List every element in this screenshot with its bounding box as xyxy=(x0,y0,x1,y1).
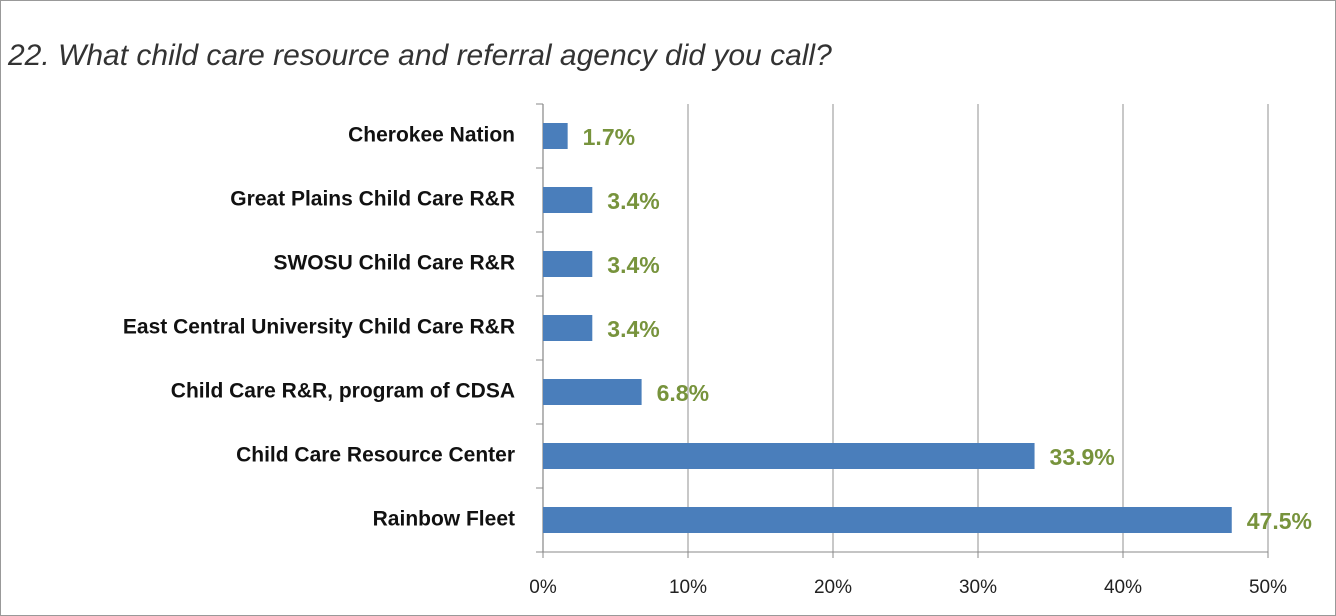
y-tick-label: Child Care Resource Center xyxy=(236,444,515,467)
bar xyxy=(543,379,642,405)
y-tick-label: SWOSU Child Care R&R xyxy=(273,252,515,275)
value-label: 47.5% xyxy=(1247,508,1312,534)
bar xyxy=(543,187,593,213)
bar xyxy=(543,315,593,341)
bar xyxy=(543,251,593,277)
bar xyxy=(543,123,568,149)
value-label: 3.4% xyxy=(607,252,659,278)
x-tick-label: 10% xyxy=(669,577,707,598)
value-label: 6.8% xyxy=(657,380,709,406)
y-tick-label: Child Care R&R, program of CDSA xyxy=(171,380,515,403)
chart-title: 22. What child care resource and referra… xyxy=(7,39,832,72)
x-tick-label: 30% xyxy=(959,577,997,598)
value-label: 1.7% xyxy=(583,124,635,150)
bar xyxy=(543,443,1035,469)
bar xyxy=(543,507,1232,533)
value-label: 33.9% xyxy=(1050,444,1115,470)
y-tick-label: East Central University Child Care R&R xyxy=(123,316,515,339)
x-tick-label: 50% xyxy=(1249,577,1287,598)
y-tick-label: Cherokee Nation xyxy=(348,124,515,147)
y-tick-label: Rainbow Fleet xyxy=(373,508,515,531)
x-tick-label: 20% xyxy=(814,577,852,598)
value-label: 3.4% xyxy=(607,188,659,214)
x-tick-label: 0% xyxy=(529,577,557,598)
y-tick-label: Great Plains Child Care R&R xyxy=(230,188,515,211)
x-tick-label: 40% xyxy=(1104,577,1142,598)
value-label: 3.4% xyxy=(607,316,659,342)
